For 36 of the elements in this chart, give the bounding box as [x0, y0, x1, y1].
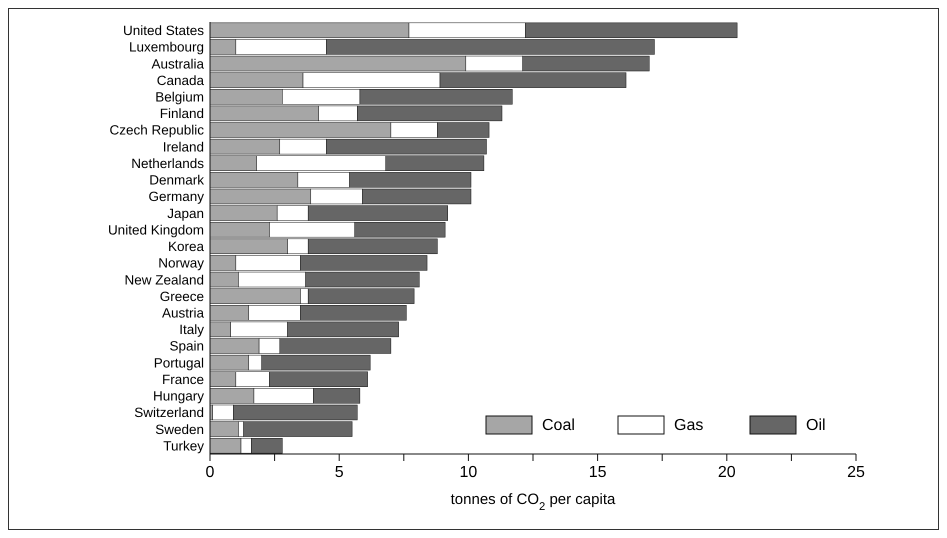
- legend-label: Gas: [674, 417, 704, 434]
- y-tick-label: France: [162, 372, 204, 387]
- x-tick-label: 20: [718, 464, 736, 481]
- y-tick-label: Switzerland: [134, 405, 204, 420]
- y-tick-label: Australia: [151, 56, 204, 72]
- y-tick-label: Luxembourg: [128, 40, 204, 55]
- y-tick-label: Spain: [169, 338, 204, 354]
- y-tick-label: Norway: [158, 256, 204, 271]
- x-tick-label: 0: [206, 464, 215, 481]
- y-tick-label: Portugal: [154, 355, 204, 370]
- y-tick-label: Korea: [168, 239, 204, 254]
- legend-label: Oil: [806, 417, 826, 434]
- x-tick-label: 15: [588, 464, 607, 481]
- y-tick-label: Denmark: [149, 172, 204, 188]
- y-tick-label: United Kingdom: [108, 222, 204, 238]
- x-tick-label: 25: [847, 464, 865, 481]
- y-tick-label: United States: [122, 23, 204, 38]
- y-tick-label: Finland: [160, 106, 204, 122]
- legend-label: Coal: [542, 417, 575, 434]
- x-axis-title: tonnes of CO$_{2}$ per capita: [450, 491, 616, 513]
- y-tick-label: Japan: [167, 206, 204, 221]
- y-tick-label: Ireland: [162, 139, 204, 154]
- y-tick-label: New Zealand: [124, 272, 204, 288]
- y-tick-label: Belgium: [155, 89, 204, 104]
- y-tick-label: Canada: [156, 72, 204, 88]
- x-tick-label: 10: [460, 464, 478, 481]
- y-tick-label: Greece: [160, 288, 204, 304]
- y-tick-label: Turkey: [163, 438, 204, 454]
- y-tick-label: Netherlands: [131, 156, 204, 171]
- y-tick-label: Sweden: [155, 422, 204, 437]
- x-tick-label: 5: [334, 464, 344, 481]
- y-tick-label: Hungary: [152, 388, 204, 404]
- y-tick-label: Austria: [162, 305, 204, 320]
- y-tick-label: Germany: [148, 189, 204, 204]
- y-tick-label: Czech Republic: [109, 122, 204, 138]
- y-tick-label: Italy: [179, 322, 204, 338]
